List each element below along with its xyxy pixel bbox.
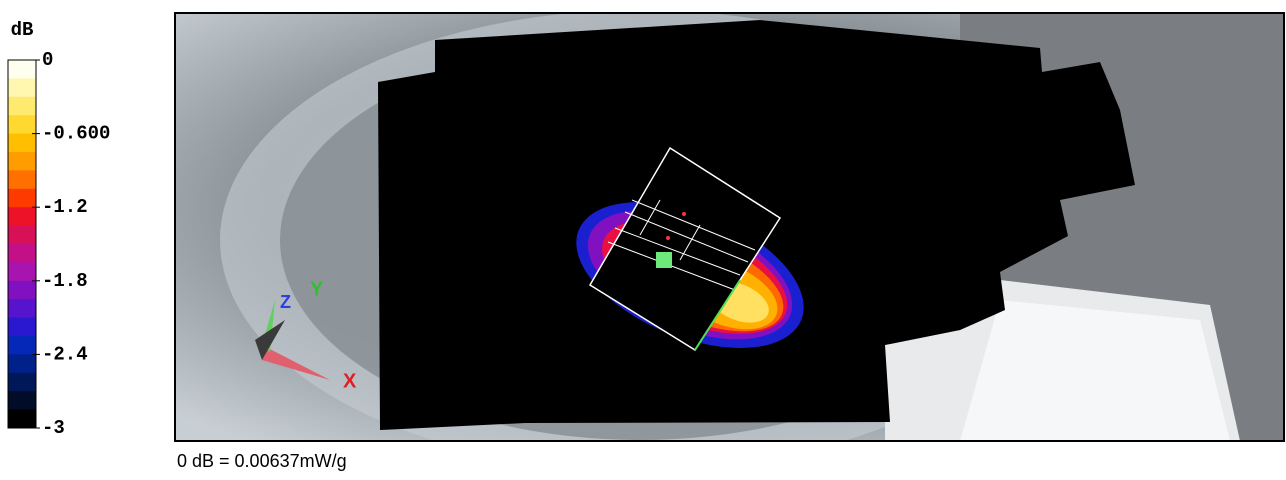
colorbar: 0 -0.600 -1.2 -1.8 -2.4 -3: [7, 49, 110, 439]
colorbar-swatch: [8, 170, 36, 190]
colorbar-swatch: [8, 372, 36, 392]
footer: 0 dB = 0.00637mW/g: [177, 451, 347, 471]
colorbar-swatch: [8, 207, 36, 227]
colorbar-swatch: [8, 354, 36, 374]
svg-text:X: X: [343, 370, 357, 392]
svg-text:Y: Y: [310, 278, 324, 300]
colorbar-swatch: [8, 188, 36, 208]
colorbar-swatch: [8, 152, 36, 171]
colorbar-swatch: [8, 262, 36, 282]
colorbar-swatch: [8, 391, 36, 411]
colorbar-tick-label: -0.600: [42, 123, 110, 145]
colorbar-swatch: [8, 317, 36, 337]
colorbar-swatch: [8, 299, 36, 319]
colorbar-frame: [7, 59, 37, 429]
colorbar-swatch: [8, 78, 36, 98]
colorbar-tick-label: -1.8: [42, 270, 88, 292]
colorbar-swatch: [8, 336, 36, 355]
svg-text:Z: Z: [280, 292, 291, 312]
colorbar-tick-label: -3: [42, 417, 65, 439]
colorbar-swatch: [8, 115, 36, 135]
colorbar-swatch: [8, 60, 36, 79]
colorbar-swatch: [8, 280, 36, 300]
colorbar-swatch: [8, 409, 36, 429]
sar-image: X Y Z: [175, 13, 1284, 441]
colorbar-swatch: [8, 225, 36, 245]
colorbar-swatch: [8, 244, 36, 263]
colorbar-swatch: [8, 96, 36, 116]
colorbar-unit: dB: [11, 19, 34, 41]
colorbar-swatch: [8, 133, 36, 153]
colorbar-tick-label: 0: [42, 49, 53, 71]
colorbar-tick-label: -2.4: [42, 343, 88, 365]
colorbar-tick-label: -1.2: [42, 196, 88, 218]
